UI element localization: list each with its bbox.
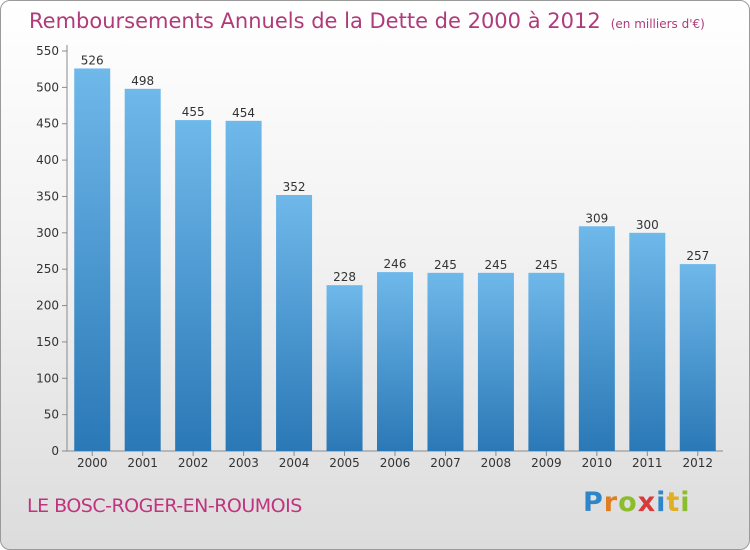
data-label: 352 [283, 180, 306, 194]
logo-letter: P [583, 487, 604, 518]
x-tick-label: 2006 [380, 456, 411, 470]
data-label: 257 [686, 249, 709, 263]
y-tick-label: 500 [36, 80, 59, 94]
bar [477, 272, 514, 451]
x-tick-label: 2005 [329, 456, 360, 470]
bar [679, 264, 716, 451]
bar [225, 120, 262, 452]
logo-letter: r [603, 487, 619, 518]
bar [326, 285, 363, 451]
y-tick-label: 400 [36, 153, 59, 167]
data-label: 245 [484, 258, 507, 272]
commune-name: LE BOSC-ROGER-EN-ROUMOIS [27, 495, 302, 517]
logo-letter: t [666, 487, 681, 518]
x-tick-label: 2001 [127, 456, 158, 470]
data-label: 245 [535, 258, 558, 272]
data-label: 498 [131, 74, 154, 88]
y-tick-label: 250 [36, 262, 59, 276]
y-tick-label: 150 [36, 335, 59, 349]
y-tick-label: 450 [36, 117, 59, 131]
y-tick-label: 350 [36, 189, 59, 203]
x-tick-label: 2008 [481, 456, 512, 470]
bar [74, 68, 111, 452]
logo-letter: x [637, 487, 657, 518]
logo-letter: i [680, 487, 691, 518]
x-tick-label: 2000 [77, 456, 108, 470]
bar [629, 232, 666, 451]
bar [377, 272, 413, 451]
logo-letter: i [656, 487, 667, 518]
logo-letter: o [618, 487, 638, 518]
y-tick-label: 200 [36, 299, 59, 313]
data-label: 454 [232, 106, 255, 120]
x-tick-label: 2011 [632, 456, 663, 470]
x-tick-label: 2002 [178, 456, 209, 470]
chart-title-text: Remboursements Annuels de la Dette de 20… [29, 9, 601, 33]
bar-chart: 0 50 100 150 200 250 300 350 400 450 500 550 526 2000… [36, 44, 723, 470]
bar [124, 88, 161, 452]
bar [276, 195, 313, 451]
bar [427, 272, 464, 451]
bar [578, 226, 615, 451]
data-label: 228 [333, 270, 356, 284]
y-tick-label: 300 [36, 226, 59, 240]
x-tick-label: 2004 [279, 456, 310, 470]
proxiti-logo[interactable]: Proxiti [583, 487, 691, 518]
chart-title: Remboursements Annuels de la Dette de 20… [29, 9, 705, 33]
x-tick-label: 2007 [430, 456, 461, 470]
data-label: 246 [384, 257, 407, 271]
data-label: 455 [182, 105, 205, 119]
y-tick-label: 50 [44, 408, 59, 422]
data-label: 526 [81, 53, 104, 67]
y-tick-label: 100 [36, 371, 59, 385]
y-tick-label: 0 [51, 444, 59, 458]
x-tick-label: 2003 [228, 456, 259, 470]
data-label: 309 [585, 211, 608, 225]
x-tick-label: 2009 [531, 456, 562, 470]
data-label: 300 [636, 218, 659, 232]
y-tick-label: 550 [36, 44, 59, 58]
x-tick-label: 2012 [682, 456, 713, 470]
chart-unit-note: (en milliers d'€) [610, 17, 705, 31]
data-label: 245 [434, 258, 457, 272]
bar [528, 272, 565, 451]
bar [175, 120, 212, 451]
x-tick-label: 2010 [582, 456, 613, 470]
